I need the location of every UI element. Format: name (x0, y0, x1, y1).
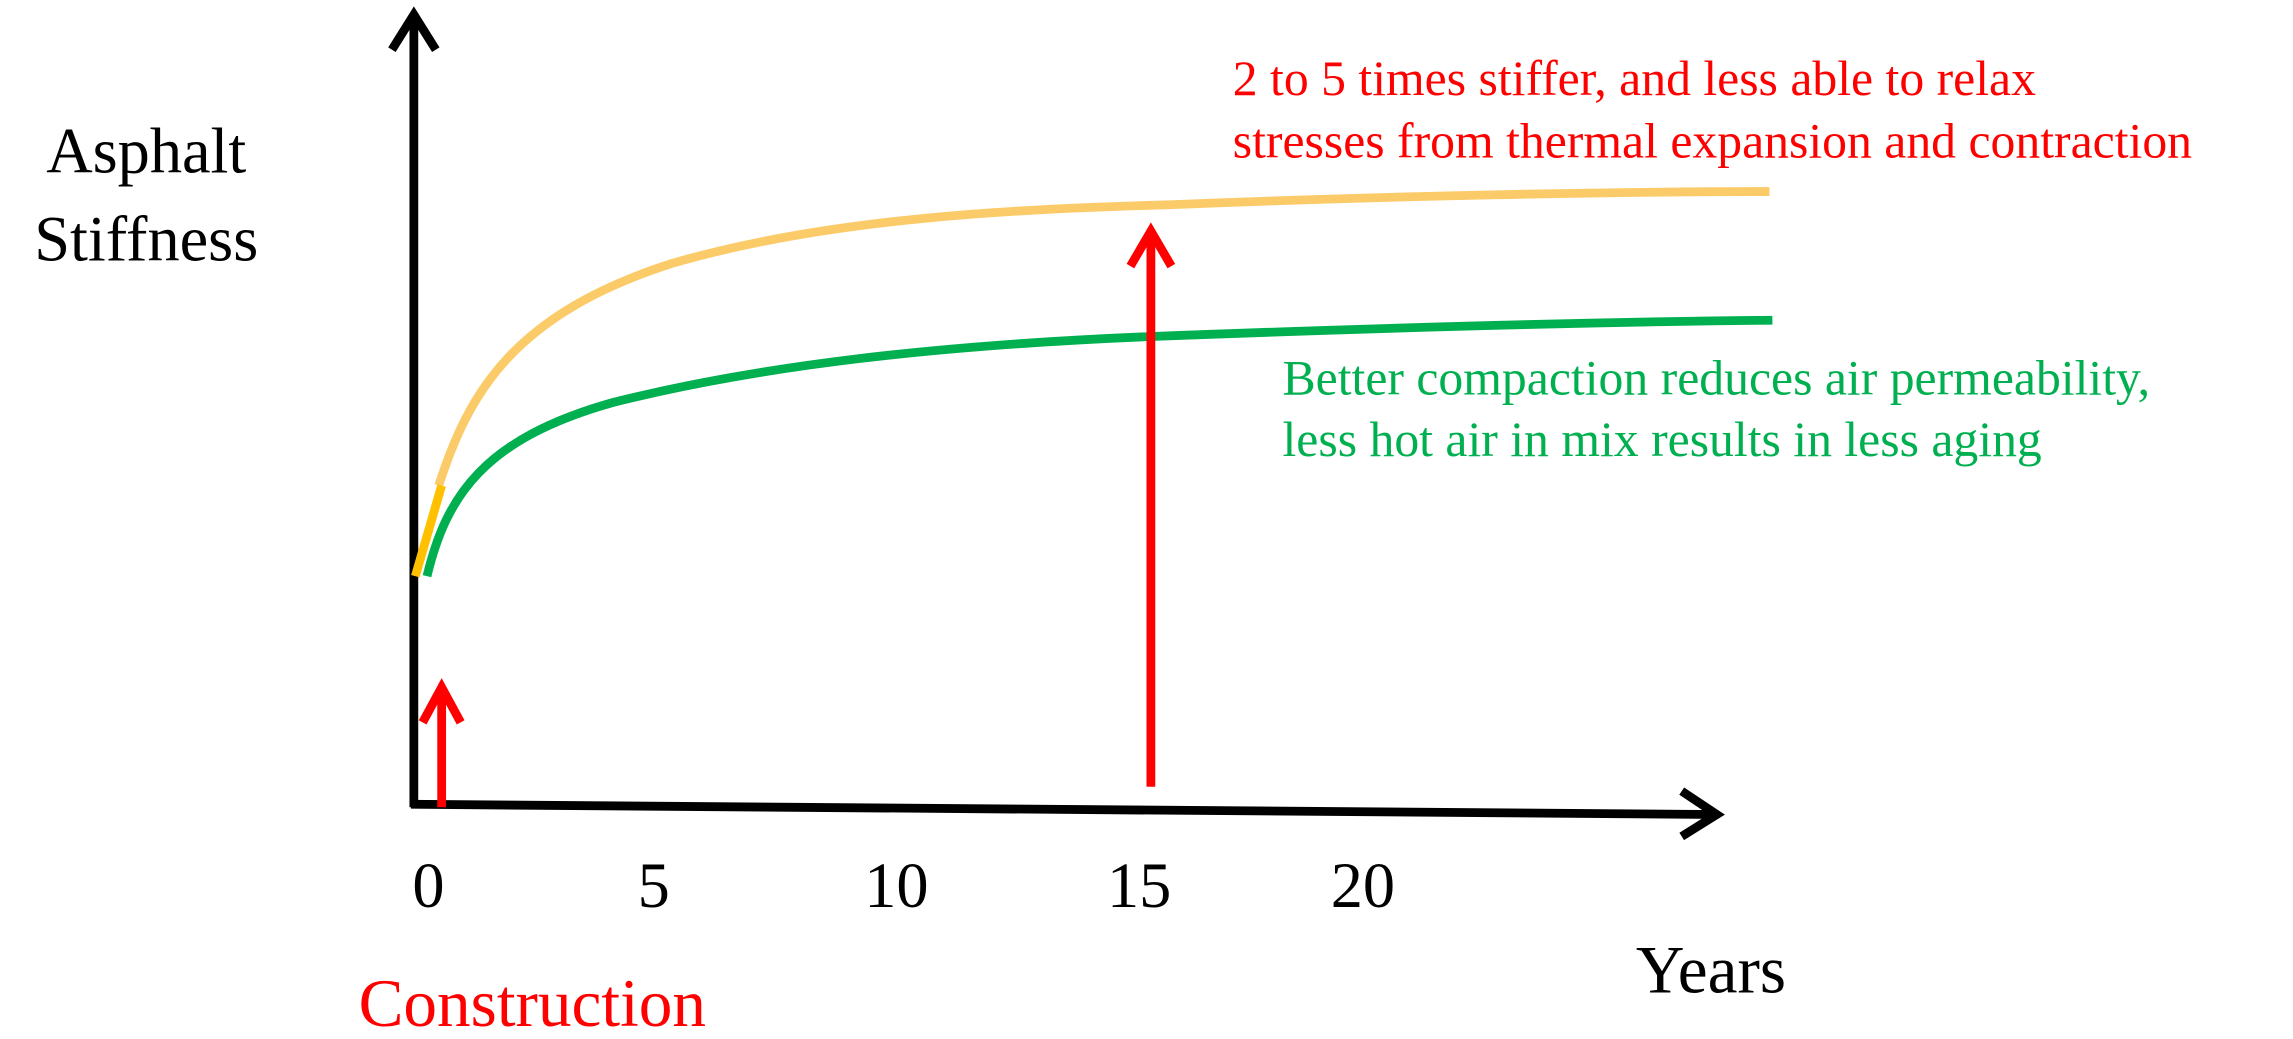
y-axis-label: Asphalt (46, 116, 246, 187)
upper-annotation: stresses from thermal expansion and cont… (1233, 114, 2192, 169)
x-axis (410, 799, 1714, 819)
upper-annotation: 2 to 5 times stiffer, and less able to r… (1233, 51, 2036, 106)
y-axis-label: Stiffness (34, 203, 258, 274)
lower-annotation: less hot air in mix results in less agin… (1282, 412, 2041, 467)
compacted-curve (422, 315, 1773, 578)
stiffening-arrowhead (1126, 222, 1176, 269)
x-tick-label: 0 (412, 850, 444, 921)
x-tick-label: 20 (1331, 850, 1395, 921)
x-tick-label: 10 (864, 850, 928, 921)
y-axis-arrowhead (388, 6, 440, 53)
x-tick-label: 15 (1107, 850, 1171, 921)
x-axis-label: Years (1636, 932, 1786, 1007)
x-axis-arrowhead (1679, 787, 1725, 841)
lower-annotation: Better compaction reduces air permeabili… (1282, 351, 2150, 406)
initial-segment (411, 484, 446, 578)
construction-label: Construction (359, 966, 706, 1039)
construction-arrowhead (418, 678, 465, 725)
unaged-curve (434, 187, 1770, 487)
x-tick-label: 5 (638, 850, 670, 921)
